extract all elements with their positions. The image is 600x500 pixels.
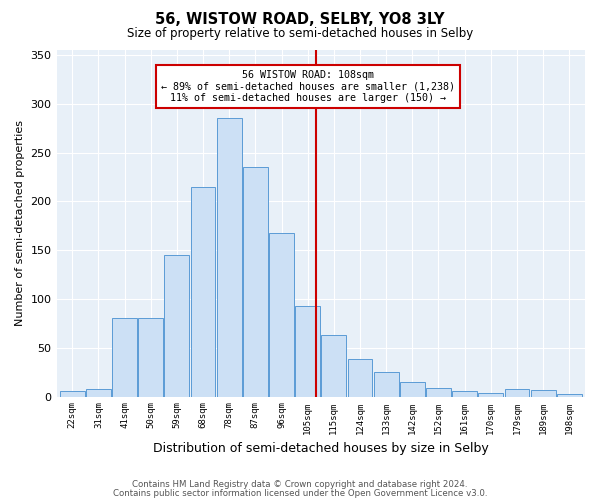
Bar (452, 390, 477, 396)
Bar (374, 372, 398, 396)
Bar (531, 390, 556, 396)
Text: 56, WISTOW ROAD, SELBY, YO8 3LY: 56, WISTOW ROAD, SELBY, YO8 3LY (155, 12, 445, 28)
Bar (347, 360, 373, 397)
Text: Contains HM Land Registry data © Crown copyright and database right 2024.: Contains HM Land Registry data © Crown c… (132, 480, 468, 489)
X-axis label: Distribution of semi-detached houses by size in Selby: Distribution of semi-detached houses by … (153, 442, 488, 455)
Bar (243, 167, 268, 396)
Bar (112, 318, 137, 396)
Bar (164, 255, 190, 396)
Bar (505, 388, 529, 396)
Bar (295, 306, 320, 396)
Bar (426, 388, 451, 396)
Bar (138, 318, 163, 396)
Bar (269, 232, 294, 396)
Bar (478, 392, 503, 396)
Bar (217, 118, 242, 396)
Bar (86, 388, 111, 396)
Text: Size of property relative to semi-detached houses in Selby: Size of property relative to semi-detach… (127, 28, 473, 40)
Y-axis label: Number of semi-detached properties: Number of semi-detached properties (15, 120, 25, 326)
Text: Contains public sector information licensed under the Open Government Licence v3: Contains public sector information licen… (113, 488, 487, 498)
Bar (60, 390, 85, 396)
Bar (322, 335, 346, 396)
Bar (400, 382, 425, 396)
Bar (191, 186, 215, 396)
Text: 56 WISTOW ROAD: 108sqm
← 89% of semi-detached houses are smaller (1,238)
11% of : 56 WISTOW ROAD: 108sqm ← 89% of semi-det… (161, 70, 455, 102)
Bar (557, 394, 582, 396)
